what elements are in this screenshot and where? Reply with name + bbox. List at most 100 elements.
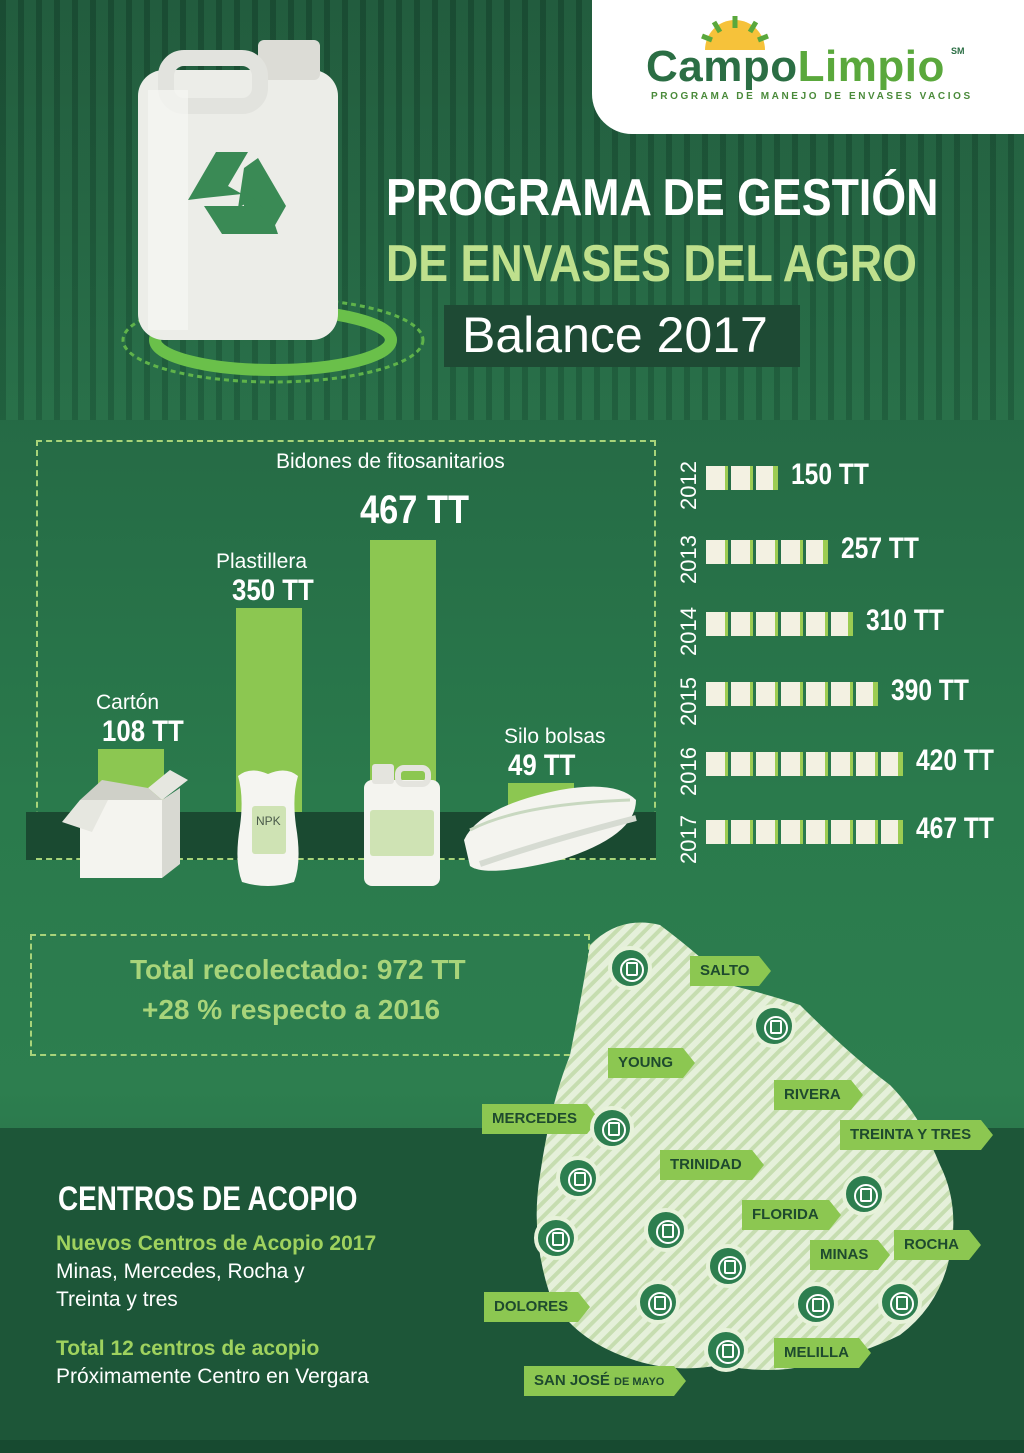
year-label-0: 2012	[676, 461, 701, 510]
bidon-icon	[364, 764, 440, 886]
bar-label-3: Silo bolsas	[504, 725, 606, 748]
map-tag-trinidad: TRINIDAD	[660, 1150, 764, 1180]
year-value-3: 390 TT	[891, 674, 969, 707]
jug-recycle-icon	[121, 40, 425, 384]
bar-label-1: Plastillera	[216, 550, 308, 573]
map-tag-mercedes: MERCEDES	[482, 1104, 600, 1134]
map-tag-sanjose: SAN JOSÉ DE MAYO	[524, 1366, 687, 1396]
year-bar-unit	[756, 820, 778, 844]
year-bar-unit	[731, 466, 753, 490]
map-tag-salto: SALTO	[690, 956, 772, 986]
year-bar-unit	[856, 752, 878, 776]
year-bar-unit	[706, 466, 728, 490]
map-tag-melilla: MELILLA	[774, 1338, 871, 1368]
year-bar-0	[704, 466, 778, 490]
year-bar-5	[704, 820, 916, 844]
npk-label: NPK	[256, 814, 281, 828]
title-line1: PROGRAMA DE GESTIÓN	[386, 169, 939, 227]
year-value-5: 467 TT	[916, 812, 994, 845]
recycle-pin-icon	[842, 1172, 886, 1216]
bar-value-0: 108 TT	[102, 715, 184, 748]
recycle-pin-icon	[534, 1216, 578, 1260]
logo-sm: SM	[951, 46, 965, 56]
year-bar-unit	[706, 540, 728, 564]
year-bar-unit	[731, 820, 753, 844]
map-tag-rocha: ROCHA	[894, 1230, 981, 1260]
map-tag-rivera: RIVERA	[774, 1080, 863, 1110]
year-value-0: 150 TT	[791, 458, 869, 491]
year-value-2: 310 TT	[866, 604, 944, 637]
sanjose-a: SAN JOSÉ	[534, 1372, 610, 1389]
map-tag-treinta: TREINTA Y TRES	[840, 1120, 994, 1150]
chart-frame-bottom	[36, 858, 656, 860]
sun-icon	[701, 16, 769, 50]
year-bar-unit	[856, 682, 878, 706]
centros-title: CENTROS DE ACOPIO	[58, 1180, 358, 1218]
bar-label-0: Cartón	[96, 691, 160, 714]
bottom-line	[0, 1440, 1024, 1453]
recycle-pin-icon	[608, 946, 652, 990]
year-label-3: 2015	[676, 677, 701, 726]
year-bar-unit	[831, 612, 853, 636]
map-tag-young: YOUNG	[608, 1048, 696, 1078]
year-label-2: 2014	[676, 607, 701, 656]
bar-value-3: 49 TT	[508, 749, 576, 782]
centros-total-title: Total 12 centros de acopio	[56, 1337, 320, 1360]
year-bar-3	[704, 682, 881, 706]
chart-frame	[36, 440, 656, 858]
bar-label-2: Bidones de fitosanitarios	[276, 450, 505, 473]
total-growth: +28 % respecto a 2016	[142, 994, 441, 1025]
year-bar-unit	[706, 752, 728, 776]
year-label-5: 2017	[676, 815, 701, 864]
year-bar-unit	[756, 612, 778, 636]
year-bar-unit	[706, 612, 728, 636]
year-value-1: 257 TT	[841, 532, 919, 565]
year-value-4: 420 TT	[916, 744, 994, 777]
year-bar-unit	[731, 682, 753, 706]
year-bar-unit	[731, 540, 753, 564]
recycle-pin-icon	[794, 1282, 838, 1326]
map-tag-dolores: DOLORES	[484, 1292, 591, 1322]
year-bar-unit	[881, 820, 903, 844]
year-bar-unit	[756, 752, 778, 776]
recycle-pin-icon	[704, 1328, 748, 1372]
recycle-pin-icon	[590, 1106, 634, 1150]
year-bar-unit	[706, 682, 728, 706]
year-bar-unit	[781, 612, 803, 636]
logo-tagline: PROGRAMA DE MANEJO DE ENVASES VACIOS	[651, 91, 973, 102]
year-bar-unit	[806, 682, 828, 706]
centros-new-line2: Treinta y tres	[56, 1288, 178, 1311]
silo-bag-icon	[464, 786, 637, 871]
year-bar-unit	[806, 612, 828, 636]
year-bar-unit	[781, 682, 803, 706]
year-bar-unit	[831, 682, 853, 706]
year-label-1: 2013	[676, 535, 701, 584]
year-bar-unit	[781, 820, 803, 844]
logo-name: CampoLimpio	[646, 42, 945, 92]
year-bar-unit	[731, 612, 753, 636]
recycle-pin-icon	[878, 1280, 922, 1324]
year-bar-unit	[756, 466, 778, 490]
year-bar-unit	[806, 752, 828, 776]
year-bar-unit	[706, 820, 728, 844]
year-bar-unit	[731, 752, 753, 776]
year-bar-unit	[756, 540, 778, 564]
year-bar-unit	[831, 752, 853, 776]
sanjose-b: DE MAYO	[614, 1376, 665, 1388]
year-bar-unit	[806, 540, 828, 564]
recycle-pin-icon	[752, 1004, 796, 1048]
centros-new-title: Nuevos Centros de Acopio 2017	[56, 1232, 377, 1255]
year-bar-unit	[856, 820, 878, 844]
balance-box	[444, 305, 800, 367]
balance-title: Balance 2017	[462, 307, 768, 363]
centros-new-line1: Minas, Mercedes, Rocha y	[56, 1260, 305, 1283]
recycle-pin-icon	[556, 1156, 600, 1200]
cardboard-box-icon	[62, 770, 188, 878]
year-bar-4	[704, 752, 903, 776]
recycle-pin-icon	[644, 1208, 688, 1252]
year-bar-1	[704, 540, 828, 564]
npk-sack-icon	[237, 770, 299, 886]
bar-value-1: 350 TT	[232, 574, 314, 607]
logo-limpio: Limpio	[797, 42, 945, 91]
